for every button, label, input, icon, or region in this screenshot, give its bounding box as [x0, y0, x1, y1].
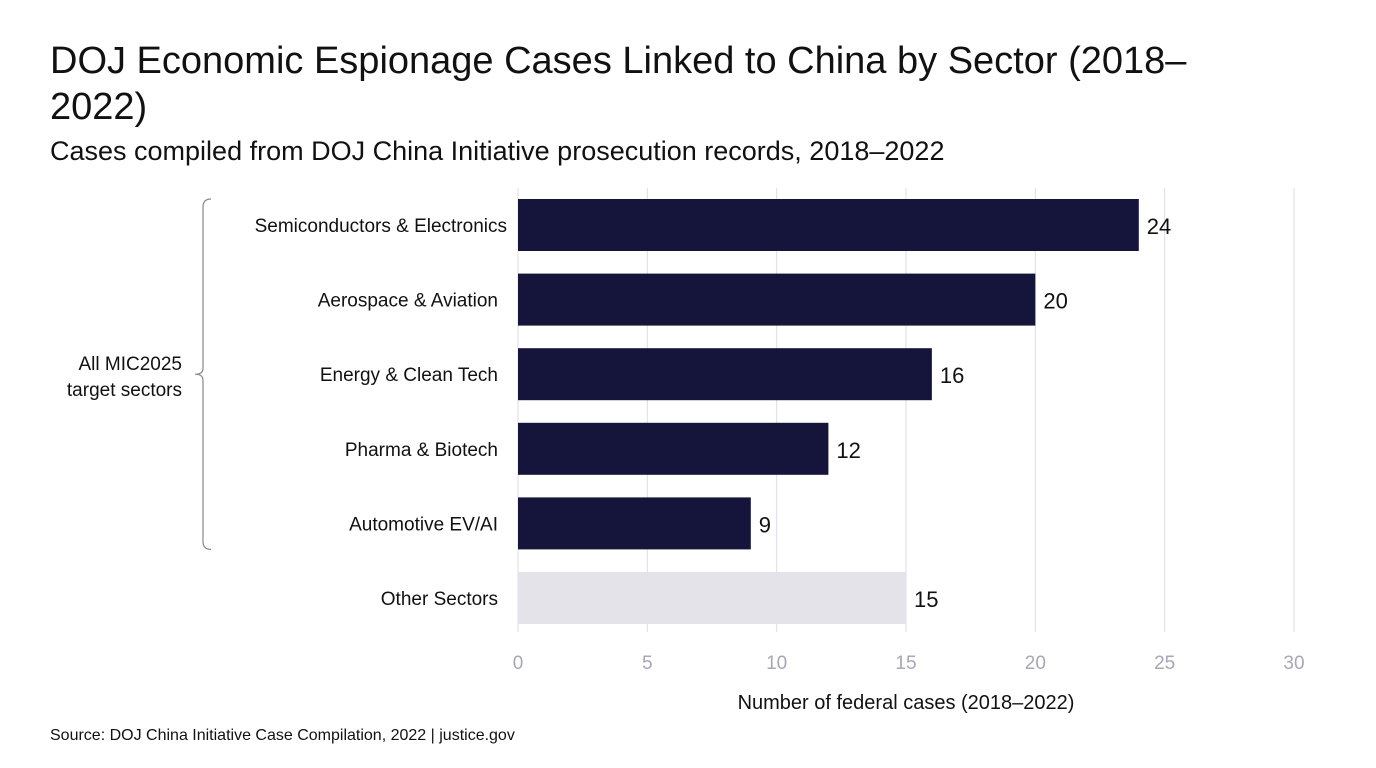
data-label: 9	[759, 512, 771, 537]
bar	[518, 572, 906, 624]
group-label: All MIC2025	[79, 354, 183, 375]
x-tick-label: 30	[1283, 653, 1304, 674]
bar	[518, 199, 1139, 251]
chart-subtitle: Cases compiled from DOJ China Initiative…	[50, 136, 945, 166]
group-label: target sectors	[67, 380, 182, 401]
group-bracket	[194, 198, 212, 550]
source-note: Source: DOJ China Initiative Case Compil…	[50, 727, 515, 744]
data-label: 20	[1043, 289, 1067, 314]
chart-title: DOJ Economic Espionage Cases Linked to C…	[50, 40, 1187, 128]
category-label: Automotive EV/AI	[349, 514, 498, 535]
x-tick-label: 25	[1154, 653, 1175, 674]
data-label: 12	[836, 438, 860, 463]
x-tick-label: 0	[513, 653, 524, 674]
bar	[518, 348, 932, 401]
category-label: Semiconductors & Electronics	[255, 216, 507, 237]
data-label: 15	[914, 587, 938, 612]
x-tick-label: 5	[642, 653, 653, 674]
category-label: Energy & Clean Tech	[320, 365, 498, 386]
x-tick-label: 10	[766, 653, 787, 674]
x-tick-label: 20	[1025, 653, 1046, 674]
category-label: Other Sectors	[381, 589, 498, 610]
bar	[518, 273, 1036, 326]
bar	[518, 422, 829, 475]
bar	[518, 497, 751, 550]
category-label: Aerospace & Aviation	[318, 291, 498, 312]
x-tick-label: 15	[895, 653, 916, 674]
category-label: Pharma & Biotech	[345, 440, 498, 461]
data-label: 16	[940, 363, 964, 388]
x-axis-label: Number of federal cases (2018–2022)	[738, 692, 1075, 714]
data-label: 24	[1147, 214, 1171, 239]
